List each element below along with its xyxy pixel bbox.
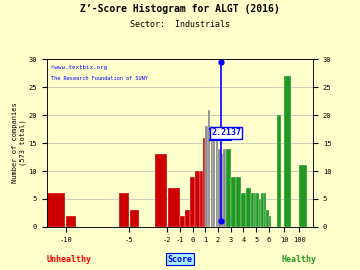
Bar — [276, 115, 282, 227]
Bar — [261, 193, 264, 227]
Bar — [130, 210, 139, 227]
Bar — [251, 193, 253, 227]
Bar — [185, 210, 190, 227]
Bar — [223, 149, 226, 227]
Text: Score: Score — [167, 255, 193, 264]
Bar — [206, 126, 208, 227]
Text: Sector:  Industrials: Sector: Industrials — [130, 20, 230, 29]
Bar — [47, 193, 66, 227]
Bar — [213, 132, 215, 227]
Text: Z’-Score Histogram for ALGT (2016): Z’-Score Histogram for ALGT (2016) — [80, 4, 280, 14]
Bar — [300, 166, 307, 227]
Bar — [155, 154, 167, 227]
Bar — [190, 177, 195, 227]
Bar — [216, 132, 218, 227]
Text: 2.2137: 2.2137 — [211, 128, 241, 137]
Y-axis label: Number of companies
(573 total): Number of companies (573 total) — [12, 103, 26, 184]
Bar — [120, 193, 129, 227]
Bar — [66, 216, 76, 227]
Bar — [264, 193, 266, 227]
Bar — [226, 149, 231, 227]
Bar — [231, 177, 236, 227]
Bar — [180, 216, 185, 227]
Text: Healthy: Healthy — [282, 255, 317, 264]
Bar — [168, 188, 180, 227]
Text: The Research Foundation of SUNY: The Research Foundation of SUNY — [51, 76, 148, 81]
Bar — [241, 193, 246, 227]
Bar — [208, 110, 210, 227]
Bar — [259, 199, 261, 227]
Bar — [201, 171, 203, 227]
Bar — [211, 126, 213, 227]
Text: Unhealthy: Unhealthy — [47, 255, 92, 264]
Bar — [221, 154, 223, 227]
Bar — [256, 193, 258, 227]
Bar — [236, 177, 241, 227]
Bar — [203, 137, 205, 227]
Bar — [266, 210, 269, 227]
Bar — [246, 188, 251, 227]
Text: ©www.textbiz.org: ©www.textbiz.org — [51, 65, 107, 70]
Bar — [195, 171, 200, 227]
Bar — [269, 216, 271, 227]
Bar — [254, 193, 256, 227]
Bar — [218, 149, 221, 227]
Bar — [284, 76, 292, 227]
